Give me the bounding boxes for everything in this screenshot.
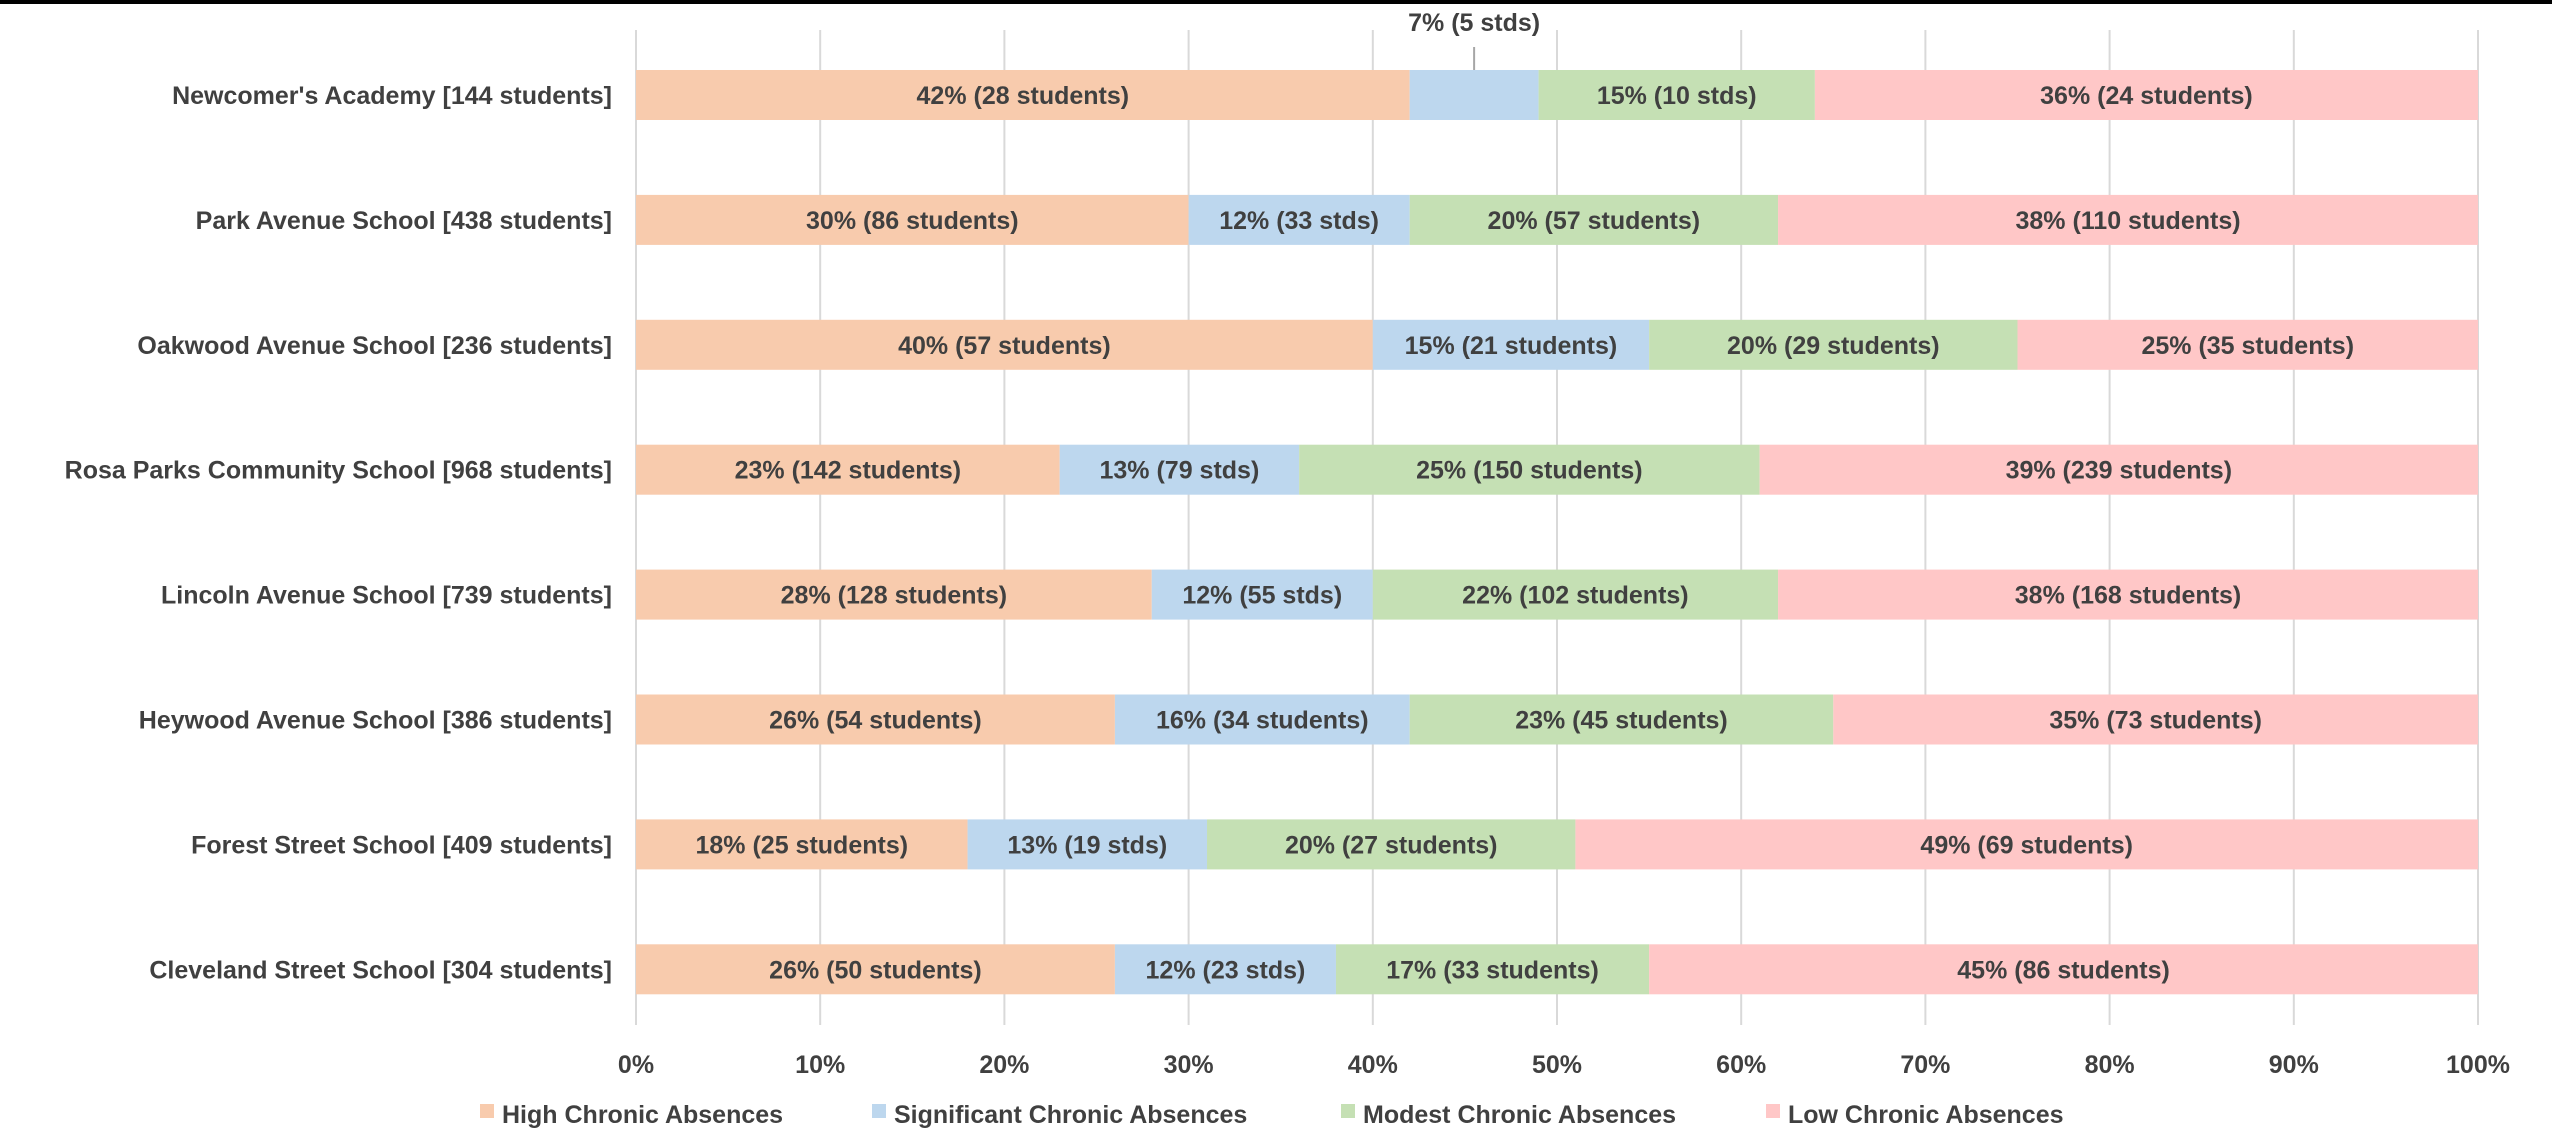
gridlines bbox=[635, 30, 2479, 1025]
data-label: 23% (45 students) bbox=[1515, 707, 1728, 735]
data-label: 23% (142 students) bbox=[735, 457, 961, 485]
bar-segment bbox=[1059, 444, 1300, 495]
bars: 42% (28 students) 15% (10 stds) 36% (24 st… bbox=[636, 9, 2478, 995]
bar-segment bbox=[1759, 444, 2478, 495]
category-label: Heywood Avenue School [386 students] bbox=[139, 707, 612, 735]
bar-segment bbox=[1114, 944, 1336, 995]
data-label: 30% (86 students) bbox=[806, 207, 1019, 235]
legend-label: Significant Chronic Absences bbox=[894, 1101, 1247, 1128]
bar-segment bbox=[1814, 70, 2478, 120]
bar-segment bbox=[1538, 70, 1815, 120]
category-label: Newcomer's Academy [144 students] bbox=[172, 82, 612, 110]
data-label: 40% (57 students) bbox=[898, 332, 1111, 360]
legend-label: Low Chronic Absences bbox=[1788, 1101, 2064, 1128]
x-tick-label: 0% bbox=[618, 1051, 654, 1079]
data-label: 12% (33 stds) bbox=[1219, 207, 1379, 235]
bar-segment bbox=[1151, 569, 1373, 620]
x-tick-label: 10% bbox=[795, 1051, 845, 1079]
bar-segment bbox=[1778, 194, 2478, 245]
bar-segment bbox=[1372, 569, 1779, 620]
bar-segment bbox=[636, 194, 1189, 245]
data-label: 12% (55 stds) bbox=[1182, 582, 1342, 610]
bar-segment bbox=[1299, 444, 1760, 495]
category-label: Lincoln Avenue School [739 students] bbox=[161, 582, 612, 610]
data-label: 39% (239 students) bbox=[2006, 457, 2232, 485]
category-label: Park Avenue School [438 students] bbox=[196, 207, 612, 235]
data-label: 13% (79 stds) bbox=[1099, 457, 1259, 485]
legend-label: Modest Chronic Absences bbox=[1363, 1101, 1676, 1128]
bar-segment bbox=[1207, 819, 1576, 870]
category-label: Oakwood Avenue School [236 students] bbox=[137, 332, 612, 360]
data-label: 17% (33 students) bbox=[1386, 956, 1599, 984]
bar-segment bbox=[1778, 569, 2478, 620]
data-label: 35% (73 students) bbox=[2049, 707, 2262, 735]
legend-swatch bbox=[1341, 1104, 1355, 1118]
legend-swatch bbox=[872, 1104, 886, 1118]
bar-segment bbox=[1649, 319, 2018, 370]
data-label: 16% (34 students) bbox=[1156, 707, 1369, 735]
bar-segment bbox=[2017, 319, 2478, 370]
bar-segment bbox=[967, 819, 1208, 870]
data-label: 15% (21 students) bbox=[1405, 332, 1618, 360]
legend-swatch bbox=[1766, 1104, 1780, 1118]
x-axis-ticks: 0% 10% 20% 30% 40% 50% 60% 70% 80% 90% 100% bbox=[618, 1051, 2510, 1079]
x-tick-label: 80% bbox=[2085, 1051, 2135, 1079]
data-label: 15% (10 stds) bbox=[1597, 82, 1757, 110]
bar-segment bbox=[1649, 944, 2478, 995]
data-label: 36% (24 students) bbox=[2040, 82, 2253, 110]
x-tick-label: 60% bbox=[1716, 1051, 1766, 1079]
data-label: 26% (50 students) bbox=[769, 956, 982, 984]
data-label: 22% (102 students) bbox=[1462, 582, 1688, 610]
bar-segment bbox=[1409, 194, 1779, 245]
x-tick-label: 50% bbox=[1532, 1051, 1582, 1079]
bar-segment bbox=[1335, 944, 1650, 995]
data-label: 20% (27 students) bbox=[1285, 831, 1498, 859]
x-tick-label: 70% bbox=[1900, 1051, 1950, 1079]
x-tick-label: 20% bbox=[979, 1051, 1029, 1079]
data-label: 28% (128 students) bbox=[781, 582, 1007, 610]
legend-label: High Chronic Absences bbox=[502, 1101, 783, 1128]
bar-segment bbox=[636, 70, 1410, 120]
data-label: 42% (28 students) bbox=[917, 82, 1130, 110]
bar-segment bbox=[636, 694, 1115, 745]
data-label: 18% (25 students) bbox=[695, 831, 908, 859]
data-label: 38% (110 students) bbox=[2015, 207, 2240, 235]
category-label: Rosa Parks Community School [968 student… bbox=[65, 457, 612, 485]
bar-segment bbox=[1188, 194, 1410, 245]
data-label: 38% (168 students) bbox=[2015, 582, 2241, 610]
x-tick-label: 30% bbox=[1164, 1051, 1214, 1079]
data-label: 7% (5 stds) bbox=[1408, 9, 1540, 37]
bar-segment bbox=[636, 569, 1152, 620]
legend-swatch bbox=[480, 1104, 494, 1118]
data-label: 20% (29 students) bbox=[1727, 332, 1940, 360]
legend: High Chronic Absences Significant Chronic… bbox=[480, 1101, 2064, 1128]
x-tick-label: 100% bbox=[2446, 1051, 2510, 1079]
data-label: 25% (35 students) bbox=[2141, 332, 2354, 360]
category-labels: Newcomer's Academy [144 students] Park Av… bbox=[65, 82, 612, 984]
bar-segment bbox=[636, 319, 1373, 370]
bar-segment bbox=[1833, 694, 2478, 745]
bar-segment bbox=[1409, 70, 1539, 120]
bar-segment bbox=[1372, 319, 1650, 370]
data-label: 20% (57 students) bbox=[1488, 207, 1701, 235]
bar-segment bbox=[636, 444, 1060, 495]
bar-segment bbox=[1409, 694, 1834, 745]
category-label: Cleveland Street School [304 students] bbox=[149, 956, 612, 984]
data-label: 13% (19 stds) bbox=[1007, 831, 1167, 859]
bar-segment bbox=[1575, 819, 2478, 870]
data-label: 25% (150 students) bbox=[1416, 457, 1642, 485]
bar-segment bbox=[1114, 694, 1410, 745]
category-label: Forest Street School [409 students] bbox=[191, 831, 612, 859]
x-tick-label: 40% bbox=[1348, 1051, 1398, 1079]
data-label: 12% (23 stds) bbox=[1146, 956, 1306, 984]
bar-segment bbox=[636, 944, 1115, 995]
bar-segment bbox=[636, 819, 968, 870]
data-label: 26% (54 students) bbox=[769, 707, 982, 735]
data-label: 45% (86 students) bbox=[1957, 956, 2170, 984]
data-label: 49% (69 students) bbox=[1920, 831, 2133, 859]
top-border bbox=[0, 0, 2552, 4]
x-tick-label: 90% bbox=[2269, 1051, 2319, 1079]
